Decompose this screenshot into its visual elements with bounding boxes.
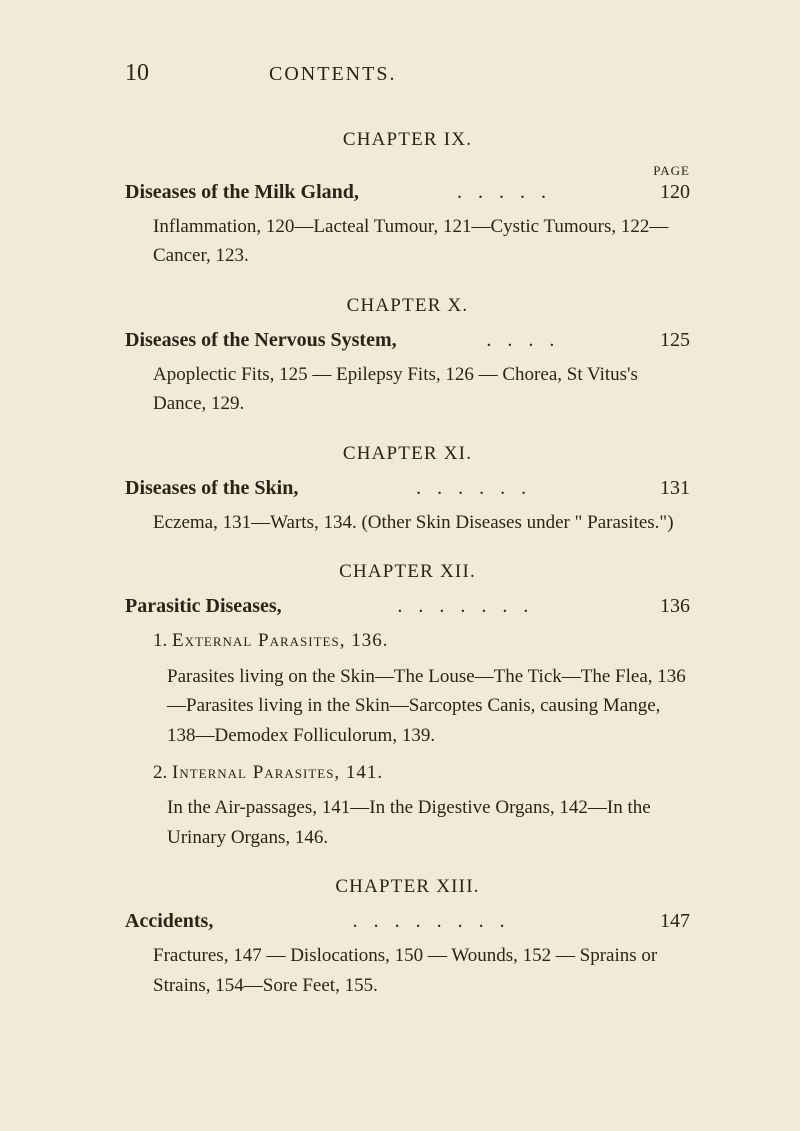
- sub-item-number: 2.: [153, 762, 167, 783]
- entry-title: Diseases of the Milk Gland,: [125, 181, 359, 204]
- sub-item-number: 1.: [153, 630, 167, 651]
- entry-dots: ........: [213, 910, 660, 933]
- entry-dots: ....: [397, 329, 660, 352]
- entry-title: Diseases of the Skin,: [125, 477, 298, 500]
- chapter-heading: CHAPTER IX.: [125, 129, 690, 151]
- entry-title: Accidents,: [125, 910, 213, 933]
- chapter-xiii: CHAPTER XIII. Accidents, ........ 147 Fr…: [125, 876, 690, 1000]
- chapter-heading: CHAPTER X.: [125, 295, 690, 317]
- chapter-description: Apoplectic Fits, 125 — Epilepsy Fits, 12…: [125, 360, 690, 419]
- chapter-description: Fractures, 147 — Dislocations, 150 — Wou…: [125, 941, 690, 1000]
- contents-title: CONTENTS.: [269, 63, 396, 86]
- entry-page: 147: [660, 910, 690, 933]
- chapter-x: CHAPTER X. Diseases of the Nervous Syste…: [125, 295, 690, 419]
- entry-dots: .....: [359, 181, 660, 204]
- sub-item-title: External Parasites, 136.: [172, 630, 388, 651]
- entry-line: Accidents, ........ 147: [125, 910, 690, 933]
- chapter-heading: CHAPTER XIII.: [125, 876, 690, 898]
- entry-page: 125: [660, 329, 690, 352]
- entry-page: 120: [660, 181, 690, 204]
- entry-title: Diseases of the Nervous System,: [125, 329, 397, 352]
- entry-title: Parasitic Diseases,: [125, 595, 282, 618]
- entry-page: 136: [660, 595, 690, 618]
- entry-line: Parasitic Diseases, ....... 136: [125, 595, 690, 618]
- chapter-description: Eczema, 131—Warts, 134. (Other Skin Dise…: [125, 508, 690, 537]
- page-number: 10: [125, 60, 149, 87]
- entry-dots: .......: [282, 595, 660, 618]
- sub-item-2: 2. Internal Parasites, 141.: [125, 758, 690, 787]
- chapter-heading: CHAPTER XII.: [125, 561, 690, 583]
- entry-line: Diseases of the Milk Gland, ..... 120: [125, 181, 690, 204]
- sub-item-1: 1. External Parasites, 136.: [125, 626, 690, 655]
- page-label: PAGE: [125, 163, 690, 179]
- chapter-heading: CHAPTER XI.: [125, 443, 690, 465]
- sub-item-title: Internal Parasites, 141.: [172, 762, 383, 783]
- sub-description: Parasites living on the Skin—The Louse—T…: [125, 662, 690, 750]
- chapter-ix: CHAPTER IX. PAGE Diseases of the Milk Gl…: [125, 129, 690, 271]
- entry-page: 131: [660, 477, 690, 500]
- entry-line: Diseases of the Nervous System, .... 125: [125, 329, 690, 352]
- chapter-description: Inflammation, 120—Lacteal Tumour, 121—Cy…: [125, 212, 690, 271]
- sub-description: In the Air-passages, 141—In the Digestiv…: [125, 793, 690, 852]
- page-header: 10 CONTENTS.: [125, 60, 690, 87]
- entry-line: Diseases of the Skin, ...... 131: [125, 477, 690, 500]
- chapter-xi: CHAPTER XI. Diseases of the Skin, ......…: [125, 443, 690, 537]
- chapter-xii: CHAPTER XII. Parasitic Diseases, .......…: [125, 561, 690, 852]
- entry-dots: ......: [298, 477, 660, 500]
